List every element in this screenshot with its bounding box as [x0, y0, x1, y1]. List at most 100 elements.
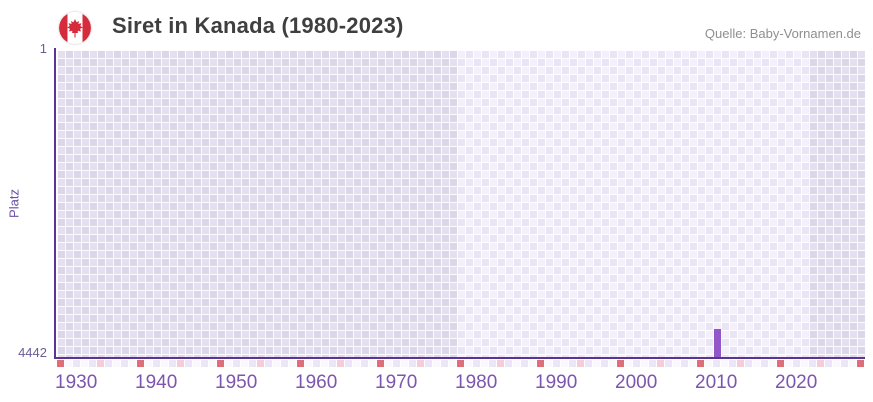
strip-cell-1955 [257, 360, 264, 367]
strip-cell-2001 [625, 360, 632, 367]
strip-cell-1938 [121, 360, 128, 367]
page-title: Siret in Kanada (1980-2023) [112, 13, 404, 38]
x-tick-label-2010: 2010 [695, 372, 738, 393]
strip-cell-2017 [753, 360, 760, 367]
y-tick-top: 1 [39, 41, 47, 56]
strip-cell-1996 [585, 360, 592, 367]
strip-cell-1937 [113, 360, 120, 367]
strip-cell-1969 [369, 360, 376, 367]
year-marker-strip [57, 360, 865, 367]
strip-cell-1931 [65, 360, 72, 367]
out-of-range-shade-left [57, 50, 457, 357]
strip-cell-1960 [297, 360, 304, 367]
canada-flag-icon [59, 12, 91, 44]
strip-cell-1998 [601, 360, 608, 367]
strip-cell-1946 [185, 360, 192, 367]
strip-cell-1948 [201, 360, 208, 367]
strip-cell-1990 [537, 360, 544, 367]
strip-cell-1994 [569, 360, 576, 367]
strip-cell-1965 [337, 360, 344, 367]
strip-cell-1945 [177, 360, 184, 367]
strip-cell-2012 [713, 360, 720, 367]
strip-cell-1942 [153, 360, 160, 367]
strip-cell-1968 [361, 360, 368, 367]
strip-cell-1950 [217, 360, 224, 367]
strip-cell-1992 [553, 360, 560, 367]
strip-cell-2014 [729, 360, 736, 367]
x-tick-label-2020: 2020 [775, 372, 818, 393]
strip-cell-1933 [81, 360, 88, 367]
strip-cell-1974 [409, 360, 416, 367]
strip-cell-2019 [769, 360, 776, 367]
x-tick-label-1990: 1990 [535, 372, 578, 393]
y-tick-bottom: 4442 [18, 345, 47, 360]
source-credit: Quelle: Baby-Vornamen.de [704, 26, 861, 41]
out-of-range-shade-right [809, 50, 865, 357]
strip-cell-2005 [657, 360, 664, 367]
strip-cell-1986 [505, 360, 512, 367]
strip-cell-1936 [105, 360, 112, 367]
strip-cell-2011 [705, 360, 712, 367]
x-tick-label-1950: 1950 [215, 372, 258, 393]
strip-cell-1961 [305, 360, 312, 367]
strip-cell-1934 [89, 360, 96, 367]
rank-bar-2012[interactable] [713, 328, 721, 357]
strip-cell-2030 [857, 360, 864, 367]
x-tick-label-1970: 1970 [375, 372, 418, 393]
strip-cell-1987 [513, 360, 520, 367]
strip-cell-2007 [673, 360, 680, 367]
strip-cell-2029 [849, 360, 856, 367]
strip-cell-1971 [385, 360, 392, 367]
strip-cell-2016 [745, 360, 752, 367]
strip-cell-1930 [57, 360, 64, 367]
plot-area [57, 50, 865, 357]
x-axis-line [54, 357, 865, 359]
strip-cell-1983 [481, 360, 488, 367]
strip-cell-2018 [761, 360, 768, 367]
strip-cell-1962 [313, 360, 320, 367]
strip-cell-1985 [497, 360, 504, 367]
x-tick-label-1980: 1980 [455, 372, 498, 393]
strip-cell-1952 [233, 360, 240, 367]
strip-cell-1981 [465, 360, 472, 367]
strip-cell-1989 [529, 360, 536, 367]
strip-cell-1959 [289, 360, 296, 367]
strip-cell-1973 [401, 360, 408, 367]
strip-cell-1941 [145, 360, 152, 367]
strip-cell-2024 [809, 360, 816, 367]
strip-cell-1988 [521, 360, 528, 367]
strip-cell-1940 [137, 360, 144, 367]
strip-cell-1980 [457, 360, 464, 367]
strip-cell-1949 [209, 360, 216, 367]
strip-cell-1976 [425, 360, 432, 367]
strip-cell-1975 [417, 360, 424, 367]
strip-cell-1957 [273, 360, 280, 367]
strip-cell-2027 [833, 360, 840, 367]
strip-cell-1956 [265, 360, 272, 367]
x-tick-label-1960: 1960 [295, 372, 338, 393]
strip-cell-2015 [737, 360, 744, 367]
strip-cell-1958 [281, 360, 288, 367]
strip-cell-1932 [73, 360, 80, 367]
strip-cell-1967 [353, 360, 360, 367]
y-axis-line [54, 48, 56, 359]
strip-cell-1999 [609, 360, 616, 367]
strip-cell-2013 [721, 360, 728, 367]
strip-cell-1963 [321, 360, 328, 367]
strip-cell-1972 [393, 360, 400, 367]
strip-cell-1977 [433, 360, 440, 367]
strip-cell-1947 [193, 360, 200, 367]
strip-cell-1984 [489, 360, 496, 367]
strip-cell-2028 [841, 360, 848, 367]
strip-cell-2022 [793, 360, 800, 367]
strip-cell-1979 [449, 360, 456, 367]
strip-cell-2008 [681, 360, 688, 367]
strip-cell-1995 [577, 360, 584, 367]
strip-cell-1964 [329, 360, 336, 367]
strip-cell-1966 [345, 360, 352, 367]
strip-cell-2004 [649, 360, 656, 367]
strip-cell-1978 [441, 360, 448, 367]
strip-cell-1993 [561, 360, 568, 367]
strip-cell-1991 [545, 360, 552, 367]
strip-cell-1944 [169, 360, 176, 367]
